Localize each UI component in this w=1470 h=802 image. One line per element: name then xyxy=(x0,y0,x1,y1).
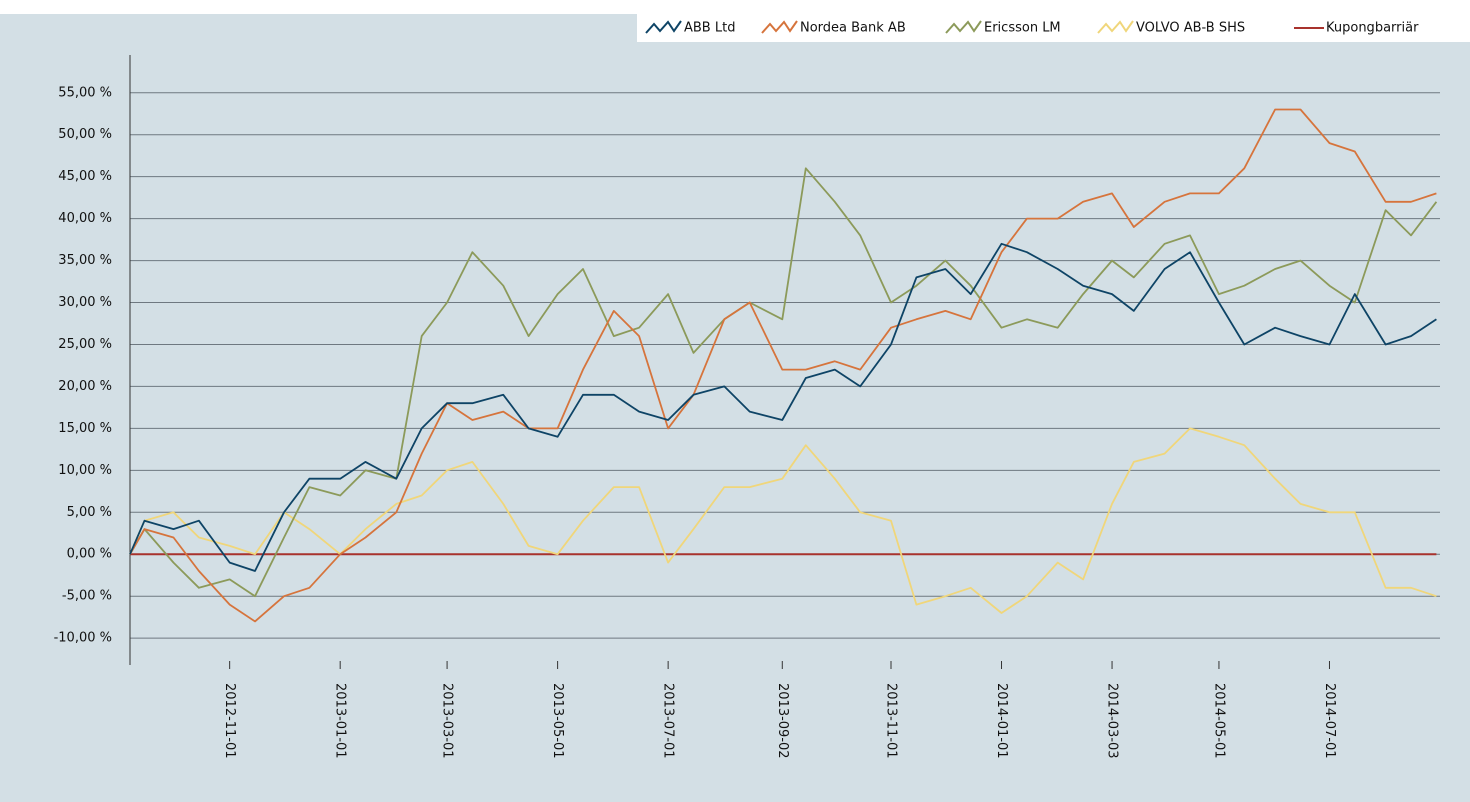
x-tick-label: 2012-11-01 xyxy=(222,683,237,759)
x-tick-label: 2014-07-01 xyxy=(1322,683,1337,759)
y-tick-label: 20,00 % xyxy=(58,379,112,394)
legend-label: Kupongbarriär xyxy=(1326,21,1419,36)
y-tick-label: 25,00 % xyxy=(58,337,112,352)
y-tick-label: -10,00 % xyxy=(54,631,112,646)
y-tick-label: 15,00 % xyxy=(58,421,112,436)
x-tick-label: 2013-05-01 xyxy=(550,683,565,759)
legend-label: VOLVO AB-B SHS xyxy=(1136,21,1245,36)
legend-swatch xyxy=(945,20,982,34)
x-tick-label: 2014-01-01 xyxy=(994,683,1009,759)
legend-margin-fill xyxy=(0,14,637,42)
x-tick-label: 2013-01-01 xyxy=(333,683,348,759)
y-tick-label: 55,00 % xyxy=(58,85,112,100)
x-tick-label: 2014-03-03 xyxy=(1105,683,1120,759)
x-tick-label: 2013-09-02 xyxy=(775,683,790,759)
y-tick-label: 0,00 % xyxy=(67,547,112,562)
y-tick-label: 45,00 % xyxy=(58,169,112,184)
y-tick-label: 10,00 % xyxy=(58,463,112,478)
y-tick-label: 50,00 % xyxy=(58,127,112,142)
series-line xyxy=(129,167,1438,598)
y-tick-label: 5,00 % xyxy=(67,505,112,520)
legend-label: Nordea Bank AB xyxy=(800,21,906,36)
legend-margin xyxy=(0,0,637,14)
x-tick-label: 2013-07-01 xyxy=(661,683,676,759)
legend-swatch xyxy=(1097,20,1134,34)
legend-label: ABB Ltd xyxy=(684,21,735,36)
series-line xyxy=(129,108,1437,623)
legend-swatch xyxy=(645,20,682,34)
legend-label: Ericsson LM xyxy=(984,21,1061,36)
x-tick-label: 2013-03-01 xyxy=(440,683,455,759)
y-tick-label: -5,00 % xyxy=(62,589,112,604)
y-tick-label: 30,00 % xyxy=(58,295,112,310)
x-tick-label: 2013-11-01 xyxy=(883,683,898,759)
series-line xyxy=(129,242,1437,572)
legend-swatch xyxy=(761,20,798,34)
y-tick-label: 40,00 % xyxy=(58,211,112,226)
y-tick-label: 35,00 % xyxy=(58,253,112,268)
x-tick-label: 2014-05-01 xyxy=(1211,683,1226,759)
